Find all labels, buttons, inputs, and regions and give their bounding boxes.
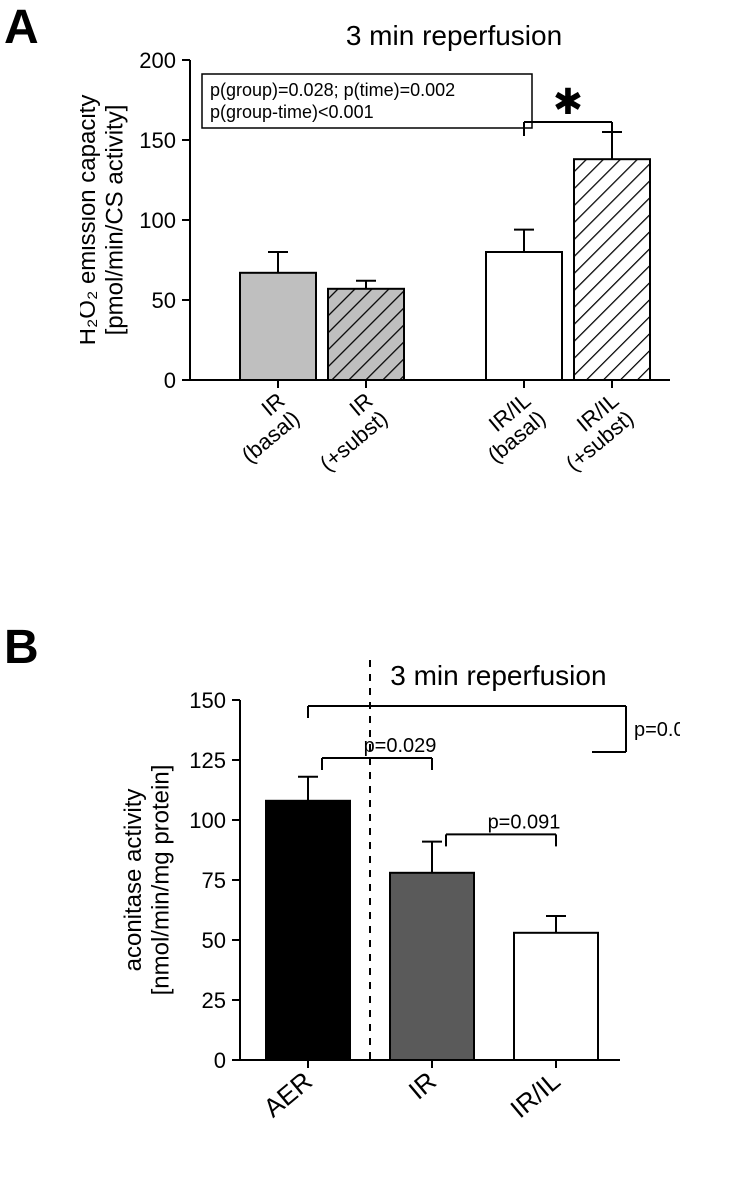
x-label-2: IR/IL [505,1066,566,1124]
x-label-0: IR(basal) [222,388,304,468]
y-tick-label: 150 [139,128,176,153]
x-label-0: AER [258,1066,318,1123]
panel-a-chart: 3 min reperfusion 0 50 100 150 200 H₂O₂ emissi… [80,20,720,520]
bar-3 [574,159,650,380]
y-tick-label: 200 [139,48,176,73]
bar-1 [328,289,404,380]
y-tick-label: 125 [189,748,226,773]
bar-2 [486,252,562,380]
y-tick-label: 50 [202,928,226,953]
bar-0 [240,273,316,380]
p-label-ir-iril: p=0.091 [488,811,561,833]
stats-line2: p(group-time)<0.001 [210,102,374,122]
panel-b-label: B [4,620,39,675]
panel-b-title: 3 min reperfusion [390,660,606,691]
panel-a-ylabel: H₂O₂ emission capacity[pmol/min/CS activ… [80,95,128,346]
y-tick-label: 0 [164,368,176,393]
y-tick-label: 75 [202,868,226,893]
stats-line1: p(group)=0.028; p(time)=0.002 [210,80,455,100]
sig-star: ✱ [553,81,583,122]
figure-page: A 3 min reperfusion 0 50 100 150 200 H₂O₂ emis… [0,0,745,1184]
x-label-2: IR/IL(basal) [468,388,550,468]
panel-b-chart: 3 min reperfusion 0 25 50 75 100 125 150 aconita… [120,660,680,1180]
y-tick-label: 50 [152,288,176,313]
y-tick-label: 0 [214,1048,226,1073]
p-label-aer-iril: p=0.001 [634,719,680,741]
bar-1 [390,873,474,1060]
y-tick-label: 25 [202,988,226,1013]
p-label-aer-ir: p=0.029 [364,735,437,757]
panel-a-label: A [4,0,39,55]
bar-2 [514,933,598,1060]
bar-0 [266,801,350,1060]
panel-a-title: 3 min reperfusion [346,20,562,51]
x-label-3: IR/IL(+subst) [546,388,638,476]
y-tick-label: 150 [189,688,226,713]
x-label-1: IR [403,1066,442,1106]
y-tick-label: 100 [139,208,176,233]
panel-b-ylabel: aconitase activity[nmol/min/mg protein] [120,765,174,996]
x-label-1: IR(+subst) [300,388,392,476]
y-tick-label: 100 [189,808,226,833]
